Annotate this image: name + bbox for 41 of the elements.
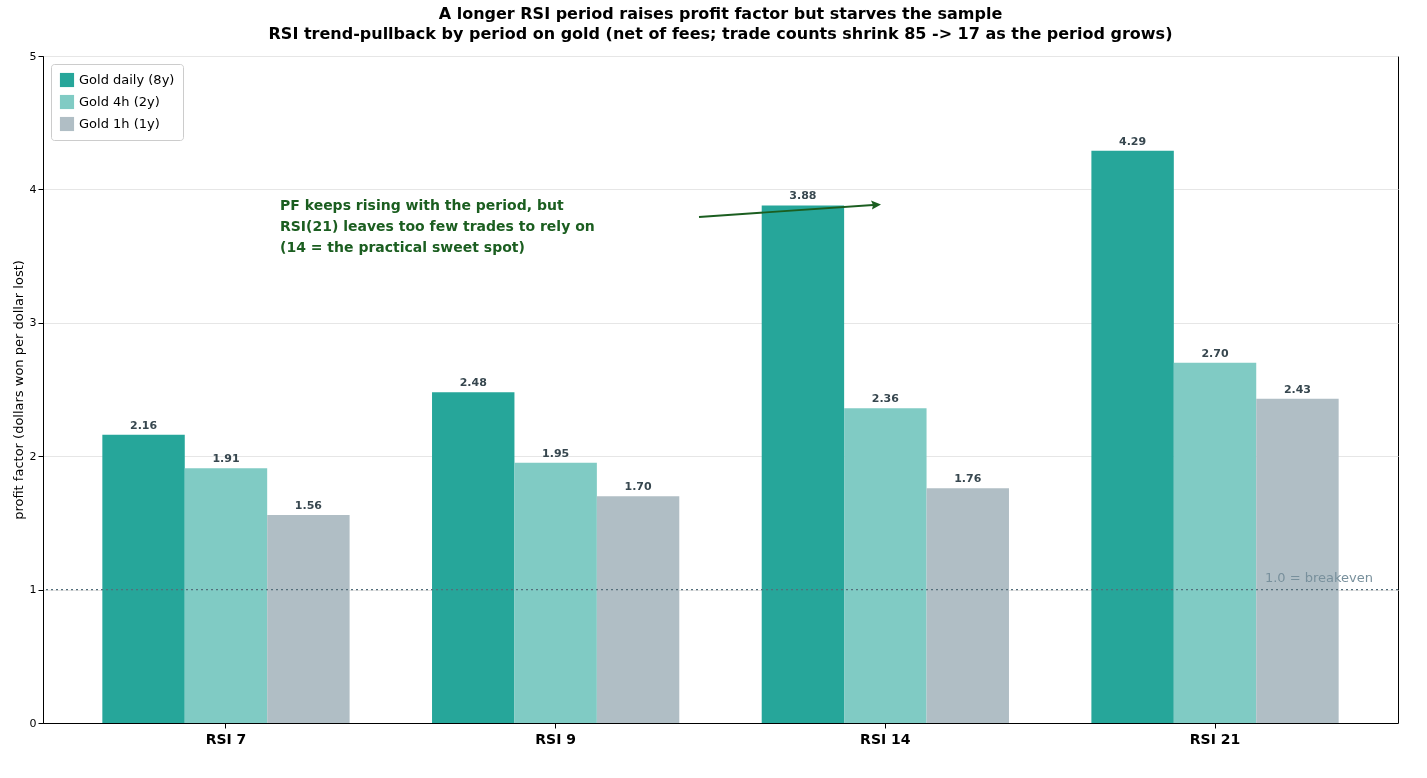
data-label: 1.56 [294, 498, 323, 512]
data-label: 2.43 [1283, 382, 1312, 396]
bar [844, 408, 927, 723]
data-label: 2.36 [871, 392, 900, 406]
x-tick-label: RSI 7 [205, 730, 247, 747]
data-label: 3.88 [789, 189, 817, 203]
legend-label: Gold daily (8y) [79, 72, 175, 87]
annotation: PF keeps rising with the period, but RSI(21) leaves too few trades to rely on (14 = the practical sweet spot) [280, 197, 595, 255]
bar [267, 514, 350, 723]
data-label: 1.76 [954, 472, 982, 486]
y-tick-label: 1 [29, 583, 37, 597]
chart-title: A longer RSI period raises profit factor but starves the sample [438, 4, 1003, 23]
y-axis-title: profit factor (dollars won per dollar lost) [10, 260, 26, 520]
bar [1091, 150, 1174, 723]
x-tick-label: RSI 14 [860, 730, 911, 747]
legend-label: Gold 4h (2y) [79, 94, 160, 109]
chart-subtitle: RSI trend-pullback by period on gold (net of fees; trade counts shrink 85 -> 17 as the period grows) [268, 24, 1173, 43]
bar [184, 468, 268, 723]
data-label: 1.95 [542, 446, 570, 460]
bar [1173, 362, 1257, 723]
data-label: 2.48 [459, 376, 487, 390]
data-label: 2.70 [1201, 346, 1229, 360]
y-tick-label: 5 [29, 49, 37, 63]
y-tick-label: 2 [29, 449, 37, 463]
bar [432, 392, 515, 723]
bar [596, 496, 680, 723]
x-tick-label: RSI 9 [535, 730, 576, 747]
bar [926, 488, 1009, 723]
y-tick-label: 3 [29, 316, 37, 330]
bar [761, 205, 845, 723]
ref-line-label: 1.0 = breakeven [1264, 569, 1373, 585]
y-tick-label: 0 [29, 716, 37, 730]
data-label: 1.91 [212, 452, 240, 466]
y-tick-label: 4 [29, 182, 37, 196]
x-tick-label: RSI 21 [1189, 730, 1241, 747]
legend-label: Gold 1h (1y) [79, 116, 160, 131]
bar [514, 462, 597, 723]
bar [102, 434, 185, 723]
data-label: 2.16 [129, 418, 158, 432]
data-label: 4.29 [1119, 134, 1147, 148]
data-label: 1.70 [624, 480, 652, 494]
